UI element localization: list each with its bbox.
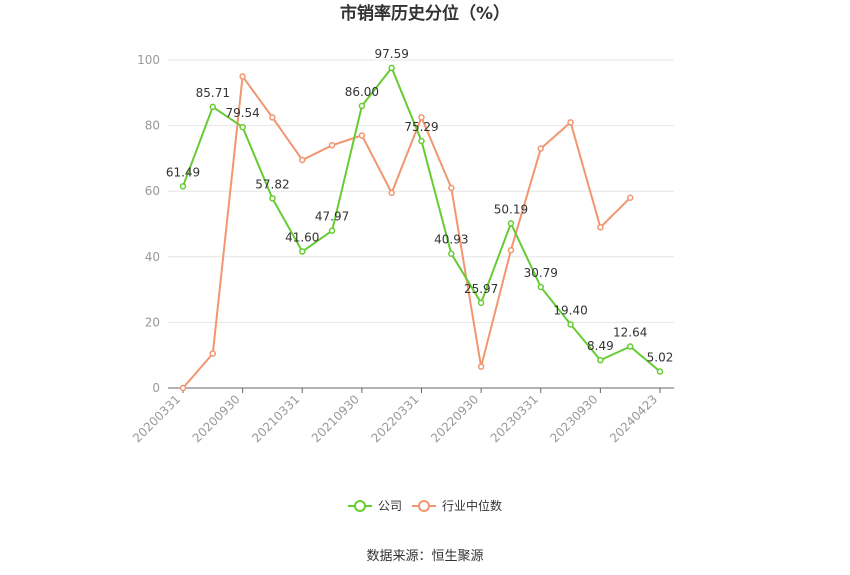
data-label: 79.54 [225,106,259,120]
data-point [656,368,664,375]
data-label: 8.49 [587,339,614,353]
legend-marker [418,500,430,512]
data-point [507,246,515,254]
data-label: 85.71 [196,86,230,100]
data-label: 97.59 [375,47,409,61]
data-label: 41.60 [285,231,319,245]
data-label: 50.19 [494,202,528,216]
data-point [239,123,246,131]
x-tick-label: 20200331 [130,392,183,445]
data-point [626,194,634,202]
y-tick-label: 100 [137,53,160,67]
data-point [567,119,574,126]
x-tick-label: 20210331 [249,392,302,445]
data-point [448,184,455,192]
data-labels: 61.49 85.71 79.54 57.82 41.60 47.97 86.00 97.59… [166,47,674,365]
data-point [537,283,544,291]
legend: 公司 行业中位数 [348,498,502,513]
source-note: 数据来源：恒生聚源 [366,549,483,564]
data-point [328,142,336,149]
y-tick-label: 40 [145,250,160,264]
data-point [299,248,306,255]
y-tick-label: 0 [152,381,160,395]
data-point [626,343,634,350]
series-line-1 [182,73,631,389]
data-point [239,73,246,80]
y-axis: 0 20 40 60 80 100 [137,53,160,395]
x-tick-label: 20200930 [190,392,243,445]
legend-marker [354,500,366,512]
data-point [209,350,217,357]
data-point [448,250,455,257]
data-point [477,363,485,370]
data-point [179,384,187,392]
data-point [179,183,187,190]
data-label: 19.40 [553,303,587,317]
data-point [388,189,395,197]
data-point [269,114,276,121]
x-tick-label: 20230930 [547,392,600,445]
data-point [567,321,574,328]
y-tick-label: 20 [145,315,160,329]
x-tick-label: 20240423 [607,392,660,445]
data-point [418,137,425,145]
data-point [388,64,395,72]
x-axis: 20200331 20200930 20210331 20210930 20220331… [130,387,674,445]
data-point [328,227,336,234]
legend-label: 行业中位数 [442,498,502,513]
data-point [358,102,366,110]
data-point [358,132,366,139]
legend-item-0[interactable]: 公司 [348,499,402,513]
data-point [299,156,306,164]
data-label: 57.82 [255,177,289,191]
data-label: 86.00 [345,85,379,99]
data-label: 61.49 [166,165,200,179]
data-point [477,299,485,307]
data-label: 12.64 [613,326,647,340]
data-point [597,356,604,364]
data-point [418,114,425,121]
data-point [597,224,604,231]
x-tick-label: 20230331 [488,392,541,445]
data-point [507,220,515,227]
data-label: 47.97 [315,210,349,224]
legend-item-1[interactable]: 行业中位数 [412,498,502,513]
x-tick-label: 20210930 [309,392,362,445]
grid [168,59,674,323]
data-label: 30.79 [524,266,558,280]
chart-title: 市销率历史分位（%） [340,3,510,24]
x-tick-label: 20220930 [428,392,481,445]
series-lines [179,64,664,392]
data-label: 25.97 [464,282,498,296]
y-tick-label: 80 [145,119,160,133]
data-point [269,195,276,202]
data-point [537,145,544,152]
data-label: 5.02 [647,351,674,365]
data-label: 40.93 [434,233,468,247]
data-label: 75.29 [404,120,438,134]
legend-label: 公司 [378,499,402,513]
data-point [209,103,217,111]
x-tick-label: 20220331 [369,392,422,445]
y-tick-label: 60 [145,184,160,198]
